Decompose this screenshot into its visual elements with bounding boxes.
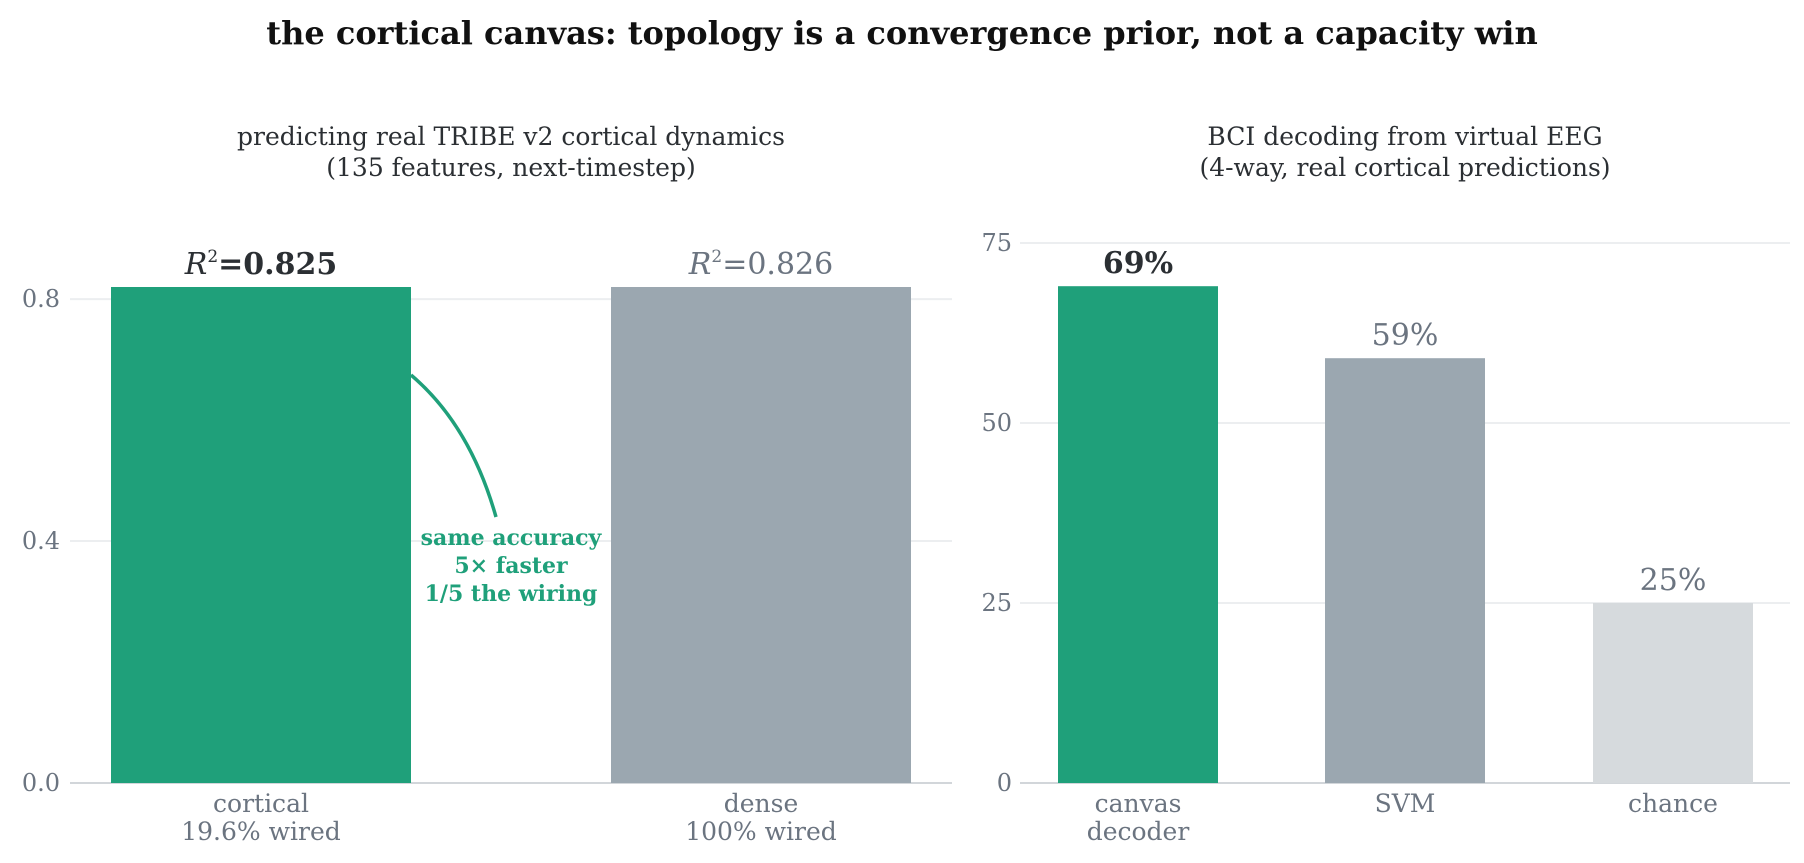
annotation-line-2: 1/5 the wiring (425, 581, 598, 607)
right-category-label-1: SVM (1375, 789, 1436, 818)
right-value-label-1: 59% (1372, 318, 1439, 353)
right-value-label-0: 69% (1103, 246, 1173, 281)
right-y-tick-label: 75 (981, 229, 1012, 257)
left-value-labels: R2=0.825 R2=0.826 (184, 247, 833, 282)
left-y-ticks: 0.0 0.4 0.8 (22, 285, 60, 797)
left-bar-1 (611, 287, 911, 783)
right-category-label-0: decoder (1087, 817, 1190, 846)
right-bar-0 (1058, 286, 1218, 783)
left-category-label-1: dense (724, 789, 799, 818)
left-category-label-0: cortical (213, 789, 309, 818)
right-bars (1058, 286, 1753, 783)
right-y-ticks: 0 25 50 75 (981, 229, 1012, 797)
figure-title: the cortical canvas: topology is a conve… (266, 14, 1537, 52)
left-y-tick-label: 0.4 (22, 527, 60, 555)
left-panel-title: predicting real TRIBE v2 cortical dynami… (237, 122, 785, 182)
right-bar-1 (1325, 358, 1485, 783)
right-category-label-2: chance (1628, 789, 1718, 818)
right-bar-2 (1593, 603, 1753, 783)
annotation-arrow (409, 373, 498, 518)
left-category-label-1: 100% wired (685, 817, 837, 846)
left-value-label-1: R2=0.826 (688, 247, 833, 282)
right-value-labels: 69% 59% 25% (1103, 246, 1706, 598)
right-title-line-0: BCI decoding from virtual EEG (1207, 122, 1602, 151)
right-category-label-0: canvas (1095, 789, 1182, 818)
left-bar-0 (111, 287, 411, 783)
annotation-line-0: same accuracy (421, 525, 603, 551)
left-bars (111, 287, 911, 783)
right-title-line-1: (4-way, real cortical predictions) (1199, 153, 1610, 182)
left-value-label-0: R2=0.825 (184, 247, 338, 282)
right-y-tick-label: 25 (981, 589, 1012, 617)
right-y-tick-label: 50 (981, 409, 1012, 437)
right-panel-title: BCI decoding from virtual EEG(4-way, rea… (1199, 122, 1610, 182)
right-y-tick-label: 0 (997, 769, 1012, 797)
right-value-label-2: 25% (1640, 563, 1707, 598)
left-y-tick-label: 0.8 (22, 285, 60, 313)
left-y-tick-label: 0.0 (22, 769, 60, 797)
left-title-line-1: (135 features, next-timestep) (326, 153, 695, 182)
left-title-line-0: predicting real TRIBE v2 cortical dynami… (237, 122, 785, 151)
left-category-label-0: 19.6% wired (181, 817, 341, 846)
annotation-line-1: 5× faster (454, 553, 568, 579)
